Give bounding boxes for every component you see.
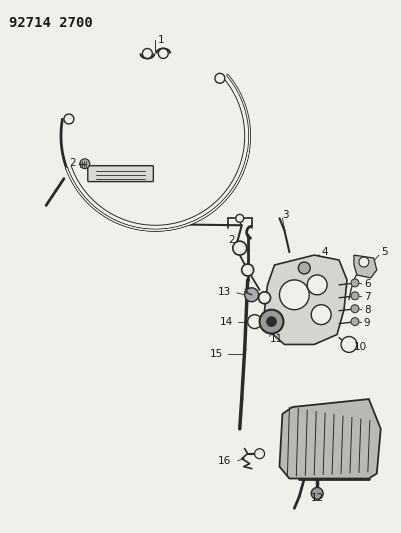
Text: 8: 8: [363, 305, 370, 314]
Circle shape: [158, 49, 168, 59]
Circle shape: [258, 292, 270, 304]
Text: 14: 14: [219, 317, 233, 327]
Text: 15: 15: [209, 350, 223, 359]
Circle shape: [310, 305, 330, 325]
Polygon shape: [279, 399, 380, 479]
Circle shape: [306, 275, 326, 295]
Text: 9: 9: [363, 318, 370, 328]
Circle shape: [298, 262, 310, 274]
Text: 10: 10: [353, 342, 366, 352]
Circle shape: [142, 49, 152, 59]
Circle shape: [247, 314, 261, 328]
Circle shape: [310, 488, 322, 499]
Text: 5: 5: [380, 247, 387, 257]
Text: 6: 6: [363, 279, 370, 289]
Circle shape: [350, 279, 358, 287]
Circle shape: [266, 317, 276, 327]
Circle shape: [350, 292, 358, 300]
Circle shape: [279, 280, 308, 310]
Circle shape: [215, 74, 224, 83]
FancyBboxPatch shape: [87, 166, 153, 182]
Circle shape: [358, 257, 368, 267]
Circle shape: [350, 318, 358, 326]
Polygon shape: [353, 255, 376, 278]
Circle shape: [64, 114, 74, 124]
Circle shape: [254, 449, 264, 459]
Text: 2: 2: [227, 235, 234, 245]
Text: 11: 11: [269, 335, 282, 344]
Circle shape: [80, 159, 89, 168]
Circle shape: [232, 241, 246, 255]
Circle shape: [350, 305, 358, 313]
Text: 4: 4: [320, 247, 327, 257]
Text: 2: 2: [69, 158, 75, 168]
Circle shape: [244, 288, 258, 302]
Text: 7: 7: [363, 292, 370, 302]
Circle shape: [241, 264, 253, 276]
Circle shape: [235, 214, 243, 222]
Text: 13: 13: [217, 287, 231, 297]
Circle shape: [340, 336, 356, 352]
Text: 1: 1: [158, 35, 164, 45]
Text: 3: 3: [282, 211, 288, 220]
Polygon shape: [264, 255, 346, 344]
Circle shape: [259, 310, 283, 334]
Text: 12: 12: [310, 494, 323, 503]
Text: 92714 2700: 92714 2700: [9, 16, 93, 30]
Text: 16: 16: [217, 456, 231, 466]
